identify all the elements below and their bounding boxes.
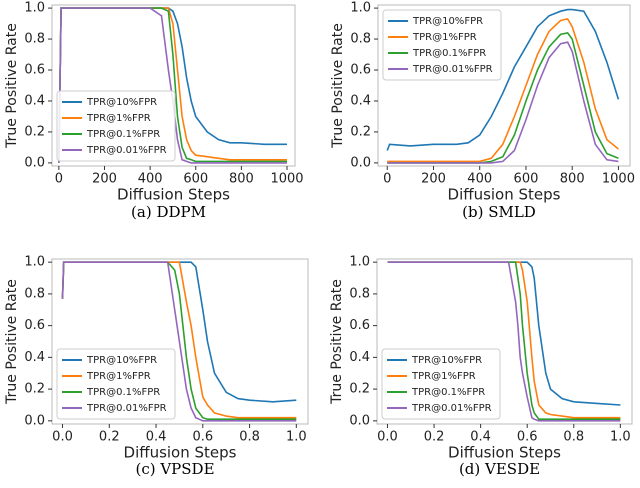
x-tick-label: 600: [514, 172, 539, 187]
legend-label: TPR@1%FPR: [411, 371, 476, 382]
y-axis-label: True Positive Rate: [330, 23, 346, 149]
y-tick-label: 0.8: [24, 32, 45, 47]
x-axis-label: Diffusion Steps: [117, 186, 230, 204]
legend: TPR@10%FPR TPR@1%FPR TPR@0.1%FPR TPR@0.01%F…: [382, 9, 502, 81]
caption: (c) VPSDE: [135, 460, 214, 478]
legend-box: [56, 90, 176, 162]
legend: TPR@10%FPR TPR@1%FPR TPR@0.1%FPR TPR@0.01%F…: [56, 348, 176, 420]
x-axis-label: Diffusion Steps: [124, 444, 237, 462]
y-tick-label: 0.8: [349, 286, 370, 301]
legend-label: TPR@0.01%FPR: [86, 145, 167, 156]
y-tick-label: 0.4: [24, 93, 45, 108]
y-axis-label: True Positive Rate: [4, 279, 20, 405]
x-tick-label: 0.4: [146, 430, 167, 445]
line: [387, 41, 619, 164]
legend-box: [382, 9, 502, 81]
y-tick-label: 0.6: [350, 63, 371, 78]
legend-label: TPR@0.1%FPR: [86, 129, 160, 140]
y-tick-label: 0.2: [24, 382, 45, 397]
x-tick-label: 0.6: [192, 430, 213, 445]
subplot: 0.0 0.2 0.4 0.6 0.8 1.0 0.0 0.2 0.4 0.6 0.8 1.0 Diff…: [329, 255, 633, 478]
legend-box: [56, 348, 176, 420]
y-tick-label: 0.4: [350, 93, 371, 108]
x-tick-label: 0.0: [377, 430, 398, 445]
line: [61, 261, 297, 422]
y-tick-label: 0.4: [24, 350, 45, 365]
legend: TPR@10%FPR TPR@1%FPR TPR@0.1%FPR TPR@0.01%F…: [56, 90, 176, 162]
x-tick-label: 0.2: [424, 430, 445, 445]
x-axis-label: Diffusion Steps: [448, 186, 561, 204]
x-tick-label: 1000: [602, 172, 635, 187]
y-tick-label: 0.0: [24, 413, 45, 428]
x-tick-label: 0.2: [99, 430, 120, 445]
legend-label: TPR@1%FPR: [86, 371, 151, 382]
x-tick-label: 600: [183, 172, 208, 187]
subplot: 0.0 0.2 0.4 0.6 0.8 1.0 0.0 0.2 0.4 0.6 0.8 1.0 Diff…: [4, 255, 309, 478]
x-tick-label: 0.4: [470, 430, 491, 445]
y-tick-label: 1.0: [24, 255, 45, 270]
y-tick-label: 0.6: [349, 318, 370, 333]
x-tick-label: 0.8: [563, 430, 584, 445]
legend-label: TPR@0.01%FPR: [86, 403, 167, 414]
x-tick-label: 1.0: [610, 430, 631, 445]
y-tick-label: 0.0: [24, 155, 45, 170]
x-tick-label: 0.6: [517, 430, 538, 445]
legend-label: TPR@0.01%FPR: [412, 64, 493, 75]
x-tick-label: 1000: [270, 172, 303, 187]
line: [386, 8, 620, 151]
x-tick-label: 200: [92, 172, 117, 187]
y-tick-label: 1.0: [24, 1, 45, 16]
legend: TPR@10%FPR TPR@1%FPR TPR@0.1%FPR TPR@0.01%F…: [381, 348, 501, 420]
subplot: 0.0 0.2 0.4 0.6 0.8 1.0 0 200 400 600 800 1000 Diffu…: [4, 1, 304, 221]
y-axis-label: True Positive Rate: [329, 279, 345, 405]
legend-label: TPR@10%FPR: [412, 16, 483, 27]
legend-label: TPR@1%FPR: [412, 32, 477, 43]
legend-label: TPR@0.1%FPR: [86, 387, 160, 398]
y-axis-label: True Positive Rate: [4, 23, 20, 149]
y-tick-label: 1.0: [350, 1, 371, 16]
caption: (b) SMLD: [462, 203, 536, 221]
x-tick-label: 200: [421, 172, 446, 187]
legend-label: TPR@0.1%FPR: [411, 387, 485, 398]
y-tick-label: 0.8: [350, 32, 371, 47]
legend-box: [381, 348, 501, 420]
line: [387, 261, 621, 420]
legend-label: TPR@10%FPR: [86, 355, 157, 366]
legend-label: TPR@10%FPR: [86, 97, 157, 108]
y-tick-label: 0.2: [350, 124, 371, 139]
subplot: 0.0 0.2 0.4 0.6 0.8 1.0 0 200 400 600 800 1000 Diffu…: [330, 1, 635, 221]
line: [61, 261, 297, 420]
line: [61, 261, 297, 419]
x-tick-label: 800: [229, 172, 254, 187]
x-tick-label: 0.8: [239, 430, 260, 445]
x-tick-label: 400: [138, 172, 163, 187]
caption: (a) DDPM: [131, 203, 206, 221]
y-tick-label: 0.6: [24, 63, 45, 78]
y-tick-label: 0.6: [24, 318, 45, 333]
x-tick-label: 0: [55, 172, 63, 187]
y-tick-label: 0.0: [350, 155, 371, 170]
x-tick-label: 0: [383, 172, 391, 187]
line: [58, 7, 287, 164]
y-tick-label: 0.4: [349, 350, 370, 365]
y-tick-label: 0.8: [24, 286, 45, 301]
y-tick-label: 0.2: [24, 124, 45, 139]
legend-label: TPR@1%FPR: [86, 113, 151, 124]
legend-label: TPR@10%FPR: [411, 355, 482, 366]
y-tick-label: 0.0: [349, 413, 370, 428]
caption: (d) VESDE: [459, 460, 540, 478]
x-tick-label: 1.0: [286, 430, 307, 445]
legend-label: TPR@0.1%FPR: [412, 48, 486, 59]
x-tick-label: 800: [560, 172, 585, 187]
y-tick-label: 1.0: [349, 255, 370, 270]
x-tick-label: 400: [467, 172, 492, 187]
line: [387, 261, 621, 422]
x-tick-label: 0.0: [52, 430, 73, 445]
x-axis-label: Diffusion Steps: [448, 444, 561, 462]
y-tick-label: 0.2: [349, 382, 370, 397]
legend-label: TPR@0.01%FPR: [411, 403, 492, 414]
line: [387, 17, 619, 163]
